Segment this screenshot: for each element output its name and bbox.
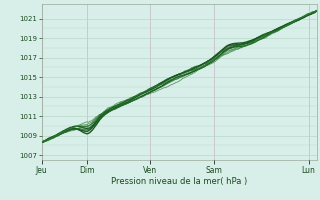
X-axis label: Pression niveau de la mer( hPa ): Pression niveau de la mer( hPa ) [111, 177, 247, 186]
